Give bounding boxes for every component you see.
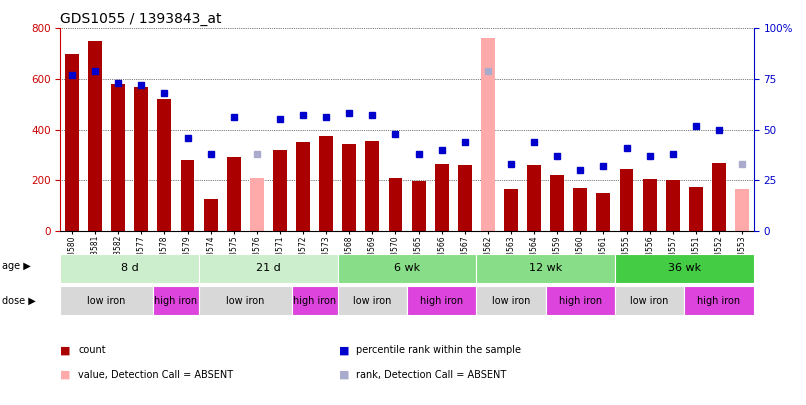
Bar [135,87,148,231]
FancyBboxPatch shape [615,286,684,315]
Bar [735,189,749,231]
Text: 6 wk: 6 wk [394,263,420,273]
Bar [273,150,287,231]
Text: 8 d: 8 d [121,263,139,273]
Bar [88,41,102,231]
FancyBboxPatch shape [546,286,615,315]
Text: ■: ■ [339,345,349,355]
Text: high iron: high iron [420,296,463,306]
FancyBboxPatch shape [338,254,476,283]
Text: value, Detection Call = ABSENT: value, Detection Call = ABSENT [78,370,233,379]
Bar [642,179,657,231]
Text: low iron: low iron [88,296,126,306]
FancyBboxPatch shape [476,254,615,283]
Text: high iron: high iron [293,296,336,306]
Bar [712,162,726,231]
Bar [666,180,679,231]
FancyBboxPatch shape [60,286,153,315]
Bar [550,175,564,231]
Text: ■: ■ [339,370,349,379]
Bar [527,165,541,231]
Bar [65,54,79,231]
Bar [620,169,634,231]
Bar [343,143,356,231]
Bar [434,164,449,231]
Text: high iron: high iron [559,296,602,306]
Bar [111,84,125,231]
Text: low iron: low iron [630,296,669,306]
FancyBboxPatch shape [153,286,199,315]
Text: 12 wk: 12 wk [529,263,563,273]
Text: ■: ■ [60,345,71,355]
Bar [412,181,426,231]
Bar [481,38,495,231]
Bar [388,178,402,231]
Text: ■: ■ [60,370,71,379]
Text: low iron: low iron [353,296,392,306]
Text: 36 wk: 36 wk [667,263,701,273]
Text: high iron: high iron [155,296,197,306]
Bar [573,188,588,231]
Bar [296,142,310,231]
Text: 21 d: 21 d [256,263,280,273]
FancyBboxPatch shape [615,254,754,283]
Bar [365,141,380,231]
Bar [596,193,610,231]
Text: rank, Detection Call = ABSENT: rank, Detection Call = ABSENT [356,370,506,379]
FancyBboxPatch shape [60,254,199,283]
Bar [226,158,241,231]
Text: low iron: low iron [226,296,264,306]
FancyBboxPatch shape [684,286,754,315]
Bar [157,99,172,231]
FancyBboxPatch shape [199,254,338,283]
Bar [250,178,264,231]
Text: count: count [78,345,106,355]
FancyBboxPatch shape [476,286,546,315]
Bar [689,187,703,231]
Text: age ▶: age ▶ [2,262,31,271]
FancyBboxPatch shape [338,286,407,315]
Bar [504,189,518,231]
Bar [458,165,472,231]
Text: GDS1055 / 1393843_at: GDS1055 / 1393843_at [60,12,222,26]
FancyBboxPatch shape [292,286,338,315]
Text: high iron: high iron [697,296,741,306]
Text: percentile rank within the sample: percentile rank within the sample [356,345,521,355]
Bar [204,199,218,231]
Bar [181,160,194,231]
FancyBboxPatch shape [199,286,292,315]
Text: low iron: low iron [492,296,530,306]
Text: dose ▶: dose ▶ [2,296,36,305]
Bar [319,136,333,231]
FancyBboxPatch shape [407,286,476,315]
